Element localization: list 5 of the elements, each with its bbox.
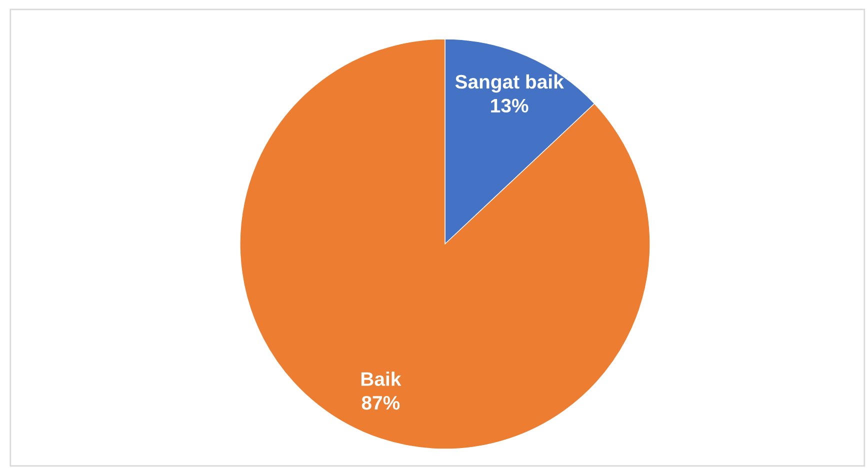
data-label: 87%: [362, 396, 400, 410]
pie-slice: [240, 38, 650, 450]
data-label: 13%: [491, 98, 528, 113]
slice-label: Baik: [361, 372, 402, 386]
slice-label: Sangat baik: [455, 74, 564, 93]
